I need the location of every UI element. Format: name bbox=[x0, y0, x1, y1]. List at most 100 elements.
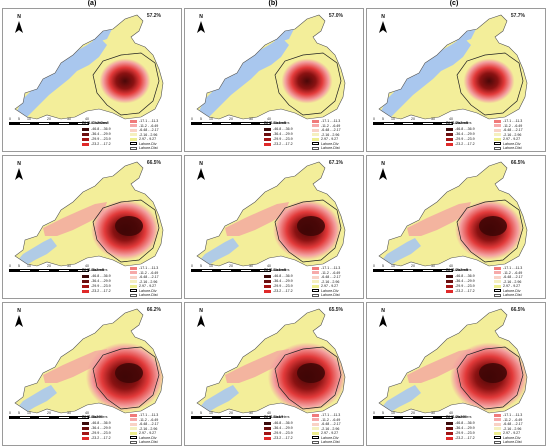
map-legend: BHS-1a4m/l -46.8 - -36.9 -36.4 - -29.9 -… bbox=[264, 266, 362, 298]
percentage-label: 66.5% bbox=[146, 160, 161, 166]
legend-entry: -46.8 - -36.9 bbox=[446, 127, 475, 131]
map-panel-c3: N 66.5% 0 5 10 20 30 40 Kilometers BHS-2… bbox=[366, 302, 546, 446]
lahore-division-outline bbox=[274, 199, 342, 263]
basin-map bbox=[196, 161, 346, 267]
map-panel-b2: N 67.1% 0 5 10 20 30 40 Kilometers BHS-1… bbox=[184, 155, 364, 299]
scenario-label: BHS-2a2f/l bbox=[446, 414, 467, 419]
legend-entry: -29.9 - -23.9 bbox=[264, 431, 293, 435]
basin-outline bbox=[378, 14, 528, 120]
legend-entry: 2.97 - 9.27 bbox=[494, 137, 520, 141]
percentage-label: 57.7% bbox=[510, 13, 525, 19]
map-panel-b3: N 65.5% 0 5 10 20 30 40 Kilometers BHS-1… bbox=[184, 302, 364, 446]
map-legend: BHS-1a4/f -46.8 - -36.9 -36.4 - -29.9 -2… bbox=[264, 413, 362, 445]
basin-map bbox=[378, 14, 528, 120]
north-arrow-icon bbox=[15, 315, 23, 327]
scale-bar: 0 5 10 20 30 40 Kilometers bbox=[191, 411, 290, 419]
legend-entry: -2.16 - 2.96 bbox=[130, 280, 157, 284]
scenario-label: BHS-3a2m/l bbox=[82, 267, 105, 272]
legend-entry: -6.48 - -2.17 bbox=[130, 275, 159, 279]
lahore-division-outline bbox=[92, 199, 160, 263]
legend-entry: 2.97 - 9.27 bbox=[312, 137, 338, 141]
legend-entry: -6.48 - -2.17 bbox=[312, 128, 341, 132]
column-header-a: (a) bbox=[87, 0, 97, 7]
legend-entry: -23.2 - -17.2 bbox=[264, 142, 293, 146]
lahore-division-outline bbox=[456, 346, 524, 410]
north-arrow: N bbox=[377, 308, 389, 328]
scale-bar: 0 5 10 20 30 40 Kilometers bbox=[373, 117, 472, 125]
north-arrow: N bbox=[13, 14, 25, 34]
basin-map bbox=[378, 308, 528, 414]
legend-entry: -36.4 - -29.9 bbox=[446, 279, 475, 283]
scale-bar: 0 5 10 20 30 40 Kilometers bbox=[191, 264, 290, 272]
map-legend: BHS-2a2f/l -46.8 - -36.9 -36.4 - -29.9 -… bbox=[446, 413, 544, 445]
legend-entry: Lahore-Dist bbox=[312, 146, 340, 150]
legend-entry: Lahore-Dist bbox=[130, 440, 158, 444]
legend-entry: -2.16 - 2.96 bbox=[130, 427, 157, 431]
lahore-division-outline bbox=[456, 199, 524, 263]
legend-entry: -2.16 - 2.96 bbox=[312, 133, 339, 137]
north-arrow: N bbox=[13, 161, 25, 181]
legend-entry: 2.97 - 9.27 bbox=[130, 284, 156, 288]
legend-entry: -17.1 - -11.3 bbox=[130, 119, 158, 123]
map-legend: BHS-3a2m/l -46.8 - -36.9 -36.4 - -29.9 -… bbox=[82, 266, 180, 298]
north-arrow-icon bbox=[379, 315, 387, 327]
legend-entry: -2.16 - 2.96 bbox=[494, 427, 521, 431]
north-arrow-icon bbox=[15, 21, 23, 33]
legend-entry: -46.8 - -36.9 bbox=[264, 274, 293, 278]
legend-entry: -2.16 - 2.96 bbox=[312, 280, 339, 284]
legend-entry: Lahore-Div bbox=[494, 289, 521, 293]
legend-entry: -36.4 - -29.9 bbox=[446, 132, 475, 136]
basin-map bbox=[14, 161, 164, 267]
basin-outline bbox=[14, 14, 164, 120]
legend-entry: -6.48 - -2.17 bbox=[130, 128, 159, 132]
scale-bar: 0 5 10 20 30 40 Kilometers bbox=[9, 117, 108, 125]
north-arrow: N bbox=[195, 161, 207, 181]
percentage-label: 57.2% bbox=[146, 13, 161, 19]
legend-entry: -36.4 - -29.9 bbox=[82, 132, 111, 136]
legend-entry: -17.1 - -11.3 bbox=[312, 119, 340, 123]
legend-entry: -36.4 - -29.9 bbox=[264, 279, 293, 283]
legend-entry: -17.1 - -11.3 bbox=[312, 266, 340, 270]
blue-zone bbox=[197, 238, 239, 266]
legend-entry: -6.48 - -2.17 bbox=[312, 422, 341, 426]
basin-outline bbox=[378, 308, 528, 414]
blue-zone bbox=[379, 385, 421, 413]
legend-entry: -23.2 - -17.2 bbox=[446, 436, 475, 440]
legend-entry: -11.2 - -6.49 bbox=[312, 418, 340, 422]
legend-entry: -6.48 - -2.17 bbox=[130, 422, 159, 426]
legend-entry: -46.8 - -36.9 bbox=[264, 421, 293, 425]
basin-map bbox=[196, 308, 346, 414]
legend-entry: -23.2 - -17.2 bbox=[82, 436, 111, 440]
legend-entry: -46.8 - -36.9 bbox=[446, 421, 475, 425]
legend-entry: Lahore-Dist bbox=[312, 293, 340, 297]
north-arrow-icon bbox=[379, 168, 387, 180]
legend-entry: -29.9 - -23.9 bbox=[82, 284, 111, 288]
legend-entry: -17.1 - -11.3 bbox=[494, 266, 522, 270]
basin-outline bbox=[14, 161, 164, 267]
percentage-label: 66.5% bbox=[510, 307, 525, 313]
map-panel-b1: N 57.0% 0 5 10 20 30 40 Kilometers BHS-1… bbox=[184, 8, 364, 152]
north-arrow: N bbox=[377, 14, 389, 34]
percentage-label: 65.5% bbox=[328, 307, 343, 313]
north-arrow-icon bbox=[197, 168, 205, 180]
basin-outline bbox=[196, 161, 346, 267]
basin-map bbox=[378, 161, 528, 267]
blue-zone bbox=[15, 37, 107, 119]
legend-entry: -11.2 - -6.49 bbox=[130, 418, 158, 422]
scenario-label: BHS-Ch2t2m/l bbox=[82, 120, 109, 125]
legend-entry: -17.1 - -11.3 bbox=[494, 413, 522, 417]
legend-entry: -46.8 - -36.9 bbox=[446, 274, 475, 278]
legend-entry: Lahore-Div bbox=[312, 436, 339, 440]
percentage-label: 66.5% bbox=[510, 160, 525, 166]
legend-entry: 2.97 - 9.27 bbox=[130, 137, 156, 141]
percentage-label: 66.2% bbox=[146, 307, 161, 313]
legend-entry: -11.2 - -6.49 bbox=[494, 271, 522, 275]
legend-entry: -17.1 - -11.3 bbox=[130, 413, 158, 417]
map-panel-c1: N 57.7% 0 5 10 20 30 40 Kilometers BHS-2… bbox=[366, 8, 546, 152]
legend-entry: -17.1 - -11.3 bbox=[494, 119, 522, 123]
north-arrow-icon bbox=[15, 168, 23, 180]
percentage-label: 67.1% bbox=[328, 160, 343, 166]
scale-bar: 0 5 10 20 30 40 Kilometers bbox=[191, 117, 290, 125]
basin-map bbox=[14, 308, 164, 414]
lahore-division-outline bbox=[274, 346, 342, 410]
